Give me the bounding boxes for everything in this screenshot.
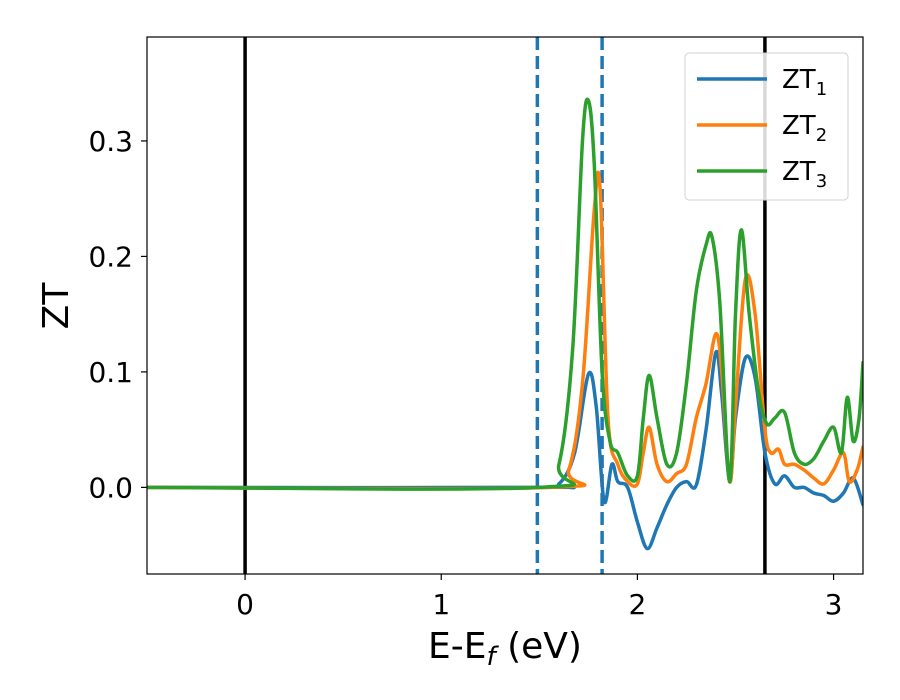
x-tick-label: 1 <box>432 588 450 621</box>
x-tick-label: 2 <box>628 588 646 621</box>
series-line-1 <box>147 349 863 551</box>
y-tick-label: 0.3 <box>88 125 133 158</box>
legend-label-3: ZT3 <box>782 157 827 192</box>
y-axis-label: ZT <box>36 282 77 330</box>
legend-label-2: ZT2 <box>782 111 827 146</box>
x-axis-label: E-Ef (eV) <box>428 626 582 672</box>
x-axis-label-suffix: (eV) <box>496 626 582 667</box>
series-line-3 <box>147 97 863 491</box>
legend: ZT1 ZT2 ZT3 <box>684 52 849 201</box>
plot-frame <box>146 36 864 575</box>
y-tick-label: 0.1 <box>88 356 133 389</box>
y-tick-label: 0.2 <box>88 240 133 273</box>
series-line-2 <box>147 170 863 491</box>
series-layer <box>147 97 863 551</box>
y-tick-label: 0.0 <box>88 471 133 504</box>
legend-label-1: ZT1 <box>782 65 827 100</box>
axis-ticks: 0 1 2 3 0.0 0.1 0.2 0.3 <box>88 125 842 621</box>
x-tick-label: 3 <box>825 588 843 621</box>
x-tick-label: 0 <box>236 588 254 621</box>
x-axis-label-main: E-E <box>428 626 486 667</box>
